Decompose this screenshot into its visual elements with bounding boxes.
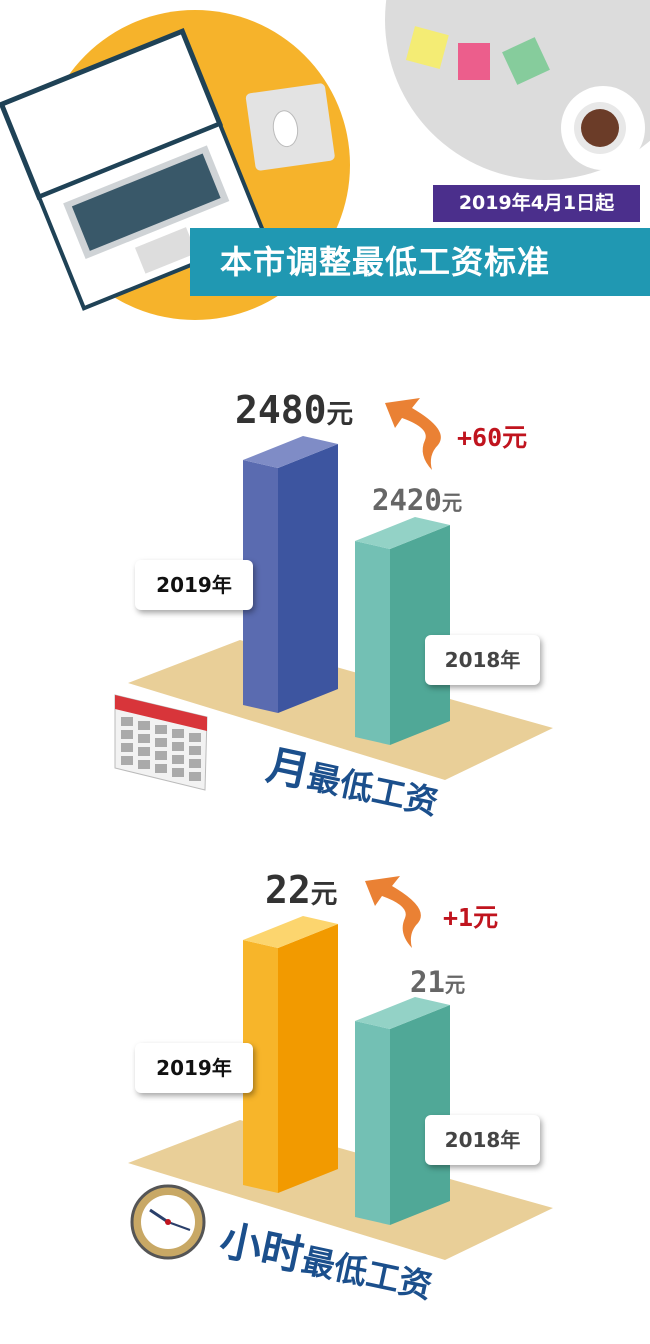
calendar-icon-cell [138,747,150,756]
calendar-icon-cell [138,760,150,769]
chart-1-bar-2018-top [355,997,450,1029]
page-title: 本市调整最低工资标准 [190,228,650,296]
hourly-increase-label: +1元 [443,903,499,932]
calendar-icon-cell [121,717,133,726]
calendar-icon-header [115,695,207,731]
chart-1-bar-2018-side [390,1005,450,1225]
calendar-icon-cell [172,742,184,751]
hourly-2019-value-label: 22元 [265,868,338,912]
sticky-notes-icon [405,26,550,85]
hourly-2019-callout: 2019年 [135,1043,253,1093]
calendar-icon-cell [172,755,184,764]
chart-0-bar-2018-front [355,541,390,745]
calendar-icon-cell [138,721,150,730]
chart-0-bar-2019-front [243,460,278,713]
chart-0-bar-2018-top [355,517,450,549]
monthly-2018-callout: 2018年 [425,635,540,685]
coffee-cup-icon [561,86,645,170]
monthly-2019-callout: 2019年 [135,560,253,610]
chart-1-bar-2019-top [243,916,338,948]
calendar-icon-cell [189,746,201,755]
calendar-icon-cell [172,729,184,738]
calendar-icon-cell [189,772,201,781]
chart-0-bar-2019-top [243,436,338,468]
chart-0-bar-2018-side [390,525,450,745]
chart-0-floor [128,640,553,780]
chart-1-bar-2019-side [278,924,338,1193]
calendar-icon-cell [155,738,167,747]
calendar-icon-cell [189,759,201,768]
chart-1-floor [128,1120,553,1260]
calendar-icon-cell [155,751,167,760]
calendar-icon-cell [155,764,167,773]
calendar-icon-cell [121,743,133,752]
date-badge: 2019年4月1日起 [433,185,640,222]
hourly-2018-value-label: 21元 [410,965,466,999]
calendar-icon-cell [155,725,167,734]
calendar-icon-cell [138,734,150,743]
calendar-icon-cell [121,730,133,739]
chart-0-bar-2019-side [278,444,338,713]
chart-0-increase-arrow-icon [385,398,441,470]
hourly-2018-callout: 2018年 [425,1115,540,1165]
monthly-2018-value-label: 2420元 [372,483,463,517]
laptop-icon [0,27,268,311]
monthly-increase-label: +60元 [457,423,528,452]
chart-1-increase-arrow-icon [365,876,421,948]
monthly-2019-value-label: 2480元 [235,388,354,432]
clock-icon-center [165,1219,171,1225]
clock-icon-hand [167,1221,191,1231]
clock-icon-hand [149,1208,169,1224]
calendar-icon-cell [121,756,133,765]
calendar-icon-cell [189,733,201,742]
mouse-pad-icon [245,83,335,171]
chart-1-bar-2019-front [243,940,278,1193]
chart-1-bar-2018-front [355,1021,390,1225]
calendar-icon-cell [172,768,184,777]
